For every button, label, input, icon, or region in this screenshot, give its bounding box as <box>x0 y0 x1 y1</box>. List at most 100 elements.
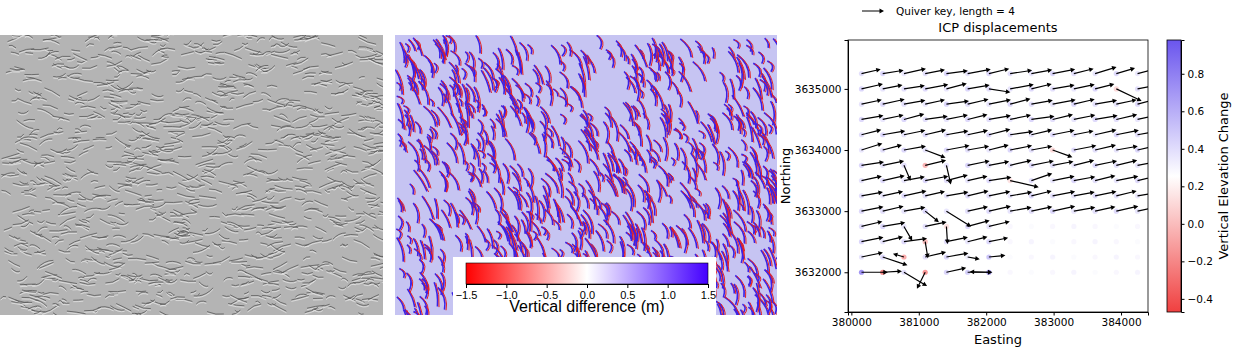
hillshade-light <box>205 264 221 266</box>
hillshade-light <box>64 162 75 164</box>
hillshade-shadow <box>373 234 383 240</box>
hillshade-light <box>86 45 94 47</box>
hillshade-light <box>160 161 179 164</box>
hillshade-light <box>147 146 152 148</box>
hillshade-light <box>325 114 339 116</box>
hillshade-shadow <box>37 220 44 222</box>
hillshade-light <box>124 205 140 207</box>
hillshade-light <box>272 305 287 313</box>
hillshade-light <box>363 213 376 220</box>
hillshade-light <box>68 75 81 78</box>
hillshade-light <box>214 64 224 65</box>
hillshade-light <box>145 196 152 198</box>
hillshade-light <box>289 147 303 154</box>
hillshade-light <box>186 120 191 123</box>
hillshade-light <box>222 296 229 298</box>
hillshade-light <box>178 68 195 70</box>
hillshade-light <box>123 49 132 52</box>
hillshade-shadow <box>24 74 38 75</box>
hillshade-light <box>52 281 58 282</box>
hillshade-light <box>323 147 328 150</box>
hillshade-light <box>297 109 306 111</box>
hillshade-light <box>99 207 111 210</box>
hillshade-light <box>118 122 131 124</box>
hillshade-panel <box>0 35 383 315</box>
hillshade-light <box>163 268 176 271</box>
hillshade-light <box>60 218 76 226</box>
hillshade-shadow <box>178 67 195 69</box>
hillshade-light <box>368 60 383 65</box>
hillshade-shadow <box>281 265 298 273</box>
hillshade-shadow <box>168 131 184 132</box>
hillshade-shadow <box>238 297 249 299</box>
hillshade-shadow <box>127 275 142 277</box>
hillshade-light <box>14 238 20 240</box>
hillshade-light <box>182 221 190 225</box>
hillshade-light <box>257 226 264 228</box>
hillshade-light <box>202 230 207 233</box>
hillshade-light <box>322 240 332 243</box>
hillshade-light <box>2 155 20 160</box>
hillshade-shadow <box>279 145 289 146</box>
hillshade-light <box>269 215 285 220</box>
hillshade-light <box>225 82 231 84</box>
hillshade-light <box>67 247 78 251</box>
hillshade-light <box>335 217 346 218</box>
hillshade-shadow <box>176 77 189 82</box>
hillshade-light <box>17 151 24 154</box>
hillshade-light <box>284 106 293 108</box>
hillshade-light <box>356 103 362 105</box>
hillshade-light <box>348 284 356 287</box>
hillshade-shadow <box>205 98 216 101</box>
hillshade-light <box>266 237 282 240</box>
hillshade-light <box>81 173 94 179</box>
hillshade-shadow <box>227 140 232 142</box>
hillshade-light <box>324 127 335 132</box>
hillshade-shadow <box>124 204 140 206</box>
hillshade-light <box>369 102 375 105</box>
hillshade-light <box>371 259 380 261</box>
hillshade-light <box>244 293 249 295</box>
hillshade-light <box>168 294 174 297</box>
hillshade-light <box>234 46 245 52</box>
hillshade-shadow <box>284 227 298 228</box>
hillshade-light <box>149 219 156 222</box>
hillshade-light <box>321 81 332 83</box>
hillshade-light <box>94 273 111 275</box>
hillshade-light <box>9 163 14 164</box>
hillshade-light <box>267 87 277 88</box>
hillshade-light <box>207 109 224 115</box>
hillshade-light <box>81 261 88 263</box>
hillshade-light <box>243 85 253 88</box>
hillshade-light <box>242 283 249 286</box>
hillshade-light <box>46 53 58 58</box>
hillshade-light <box>377 110 383 111</box>
hillshade-light <box>33 93 41 97</box>
hillshade-shadow <box>9 162 14 163</box>
hillshade-light <box>230 296 247 303</box>
hillshade-light <box>113 115 125 119</box>
hillshade-light <box>381 204 383 209</box>
hillshade-light <box>59 287 67 291</box>
hillshade-light <box>151 60 168 66</box>
hillshade-light <box>370 284 379 288</box>
hillshade-light <box>25 37 33 40</box>
hillshade-light <box>128 260 146 262</box>
hillshade-light <box>12 36 29 37</box>
hillshade-light <box>348 209 354 212</box>
hillshade-light <box>323 216 328 218</box>
hillshade-shadow <box>222 295 229 297</box>
hillshade-light <box>370 134 383 137</box>
hillshade-light <box>275 51 290 54</box>
hillshade-shadow <box>382 174 383 178</box>
hillshade-light <box>295 238 305 239</box>
hillshade-light <box>94 39 99 41</box>
hillshade-light <box>88 280 97 283</box>
hillshade-light <box>53 305 60 307</box>
hillshade-light <box>37 222 44 224</box>
hillshade-shadow <box>297 279 304 281</box>
hillshade-light <box>1 298 6 300</box>
hillshade-light <box>356 229 367 233</box>
hillshade-shadow <box>68 137 81 139</box>
hillshade-light <box>77 205 86 208</box>
